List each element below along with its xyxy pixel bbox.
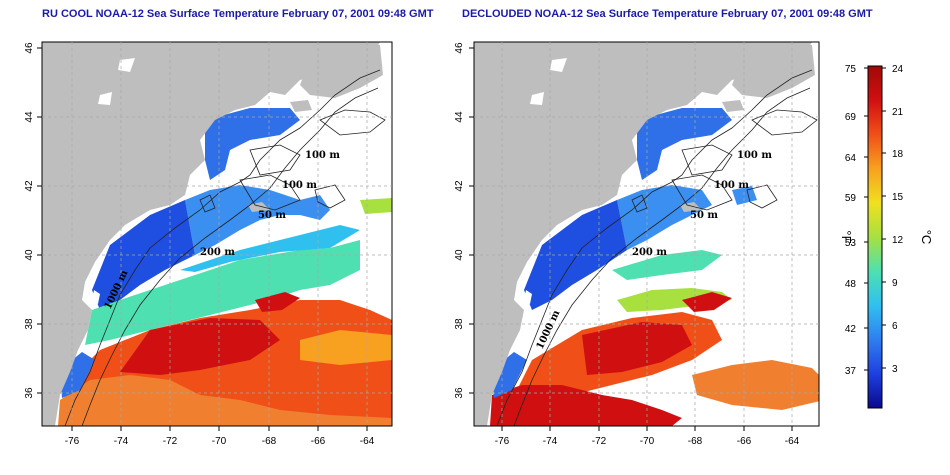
colorbar-celsius-tick: 6	[892, 321, 898, 332]
right-lat-tick: 38	[454, 318, 465, 330]
left-map: 100 m 100 m 50 m 200 m 1000 m -76 -74 -7…	[24, 41, 393, 447]
right-map: 100 m 100 m 50 m 200 m 1000 m -76 -74 -7…	[454, 41, 820, 447]
left-lon-tick: -66	[311, 436, 326, 447]
left-lat-tick: 44	[24, 111, 35, 123]
left-lon-axis	[71, 426, 368, 431]
colorbar-fahrenheit-tick: 53	[845, 238, 857, 249]
left-lat-tick: 46	[24, 42, 35, 54]
colorbar-celsius-tick: 24	[892, 64, 904, 75]
right-lon-tick: -70	[640, 436, 655, 447]
right-lat-tick: 40	[454, 249, 465, 261]
left-contour-label: 50 m	[258, 210, 286, 221]
right-lon-tick: -72	[592, 436, 607, 447]
left-lon-tick: -64	[360, 436, 375, 447]
left-lon-tick: -74	[114, 436, 129, 447]
left-contour-label: 100 m	[282, 180, 317, 191]
colorbar-fahrenheit-tick: 69	[845, 112, 857, 123]
colorbar-celsius-tick: 15	[892, 192, 904, 203]
colorbar-celsius-tick: 9	[892, 278, 898, 289]
right-map-title: DECLOUDED NOAA-12 Sea Surface Temperatur…	[462, 8, 873, 20]
right-lon-tick: -64	[785, 436, 800, 447]
colorbar-fahrenheit-unit: °F	[839, 230, 854, 243]
left-lon-tick: -68	[262, 436, 277, 447]
left-lon-tick: -70	[212, 436, 227, 447]
right-lon-axis	[501, 426, 793, 431]
left-lat-tick: 40	[24, 249, 35, 261]
left-contour-label: 200 m	[200, 247, 235, 258]
left-lat-axis	[37, 47, 42, 394]
right-contour-label: 100 m	[737, 150, 772, 161]
right-lon-tick: -66	[737, 436, 752, 447]
colorbar-fahrenheit-tick: 37	[845, 366, 857, 377]
right-map-gridlines	[474, 42, 819, 426]
right-lat-tick: 46	[454, 42, 465, 54]
left-lon-tick: -76	[65, 436, 80, 447]
left-contour-label: 100 m	[305, 150, 340, 161]
right-lat-tick: 36	[454, 387, 465, 399]
left-lat-tick: 42	[24, 180, 35, 192]
left-lat-tick: 36	[24, 387, 35, 399]
colorbar-fahrenheit-tick: 75	[845, 64, 857, 75]
right-contour-label: 50 m	[690, 210, 718, 221]
colorbar-fahrenheit-tick: 59	[845, 193, 857, 204]
colorbar-fahrenheit-tick: 42	[845, 324, 857, 335]
left-lon-tick: -72	[163, 436, 178, 447]
colorbar-celsius-tick: 18	[892, 149, 904, 160]
colorbar-celsius-tick: 3	[892, 364, 898, 375]
colorbar: 75 69 64 59 53 48 42 37 24 21 18 15 12 9…	[839, 64, 934, 409]
colorbar-fahrenheit-tick: 64	[845, 153, 857, 164]
right-contour-label: 200 m	[632, 247, 667, 258]
right-lon-tick: -76	[495, 436, 510, 447]
right-lat-tick: 44	[454, 111, 465, 123]
left-map-gridlines	[42, 42, 392, 426]
colorbar-fahrenheit-tick: 48	[845, 279, 857, 290]
left-lat-tick: 38	[24, 318, 35, 330]
right-lat-axis	[469, 47, 474, 394]
colorbar-celsius-tick: 12	[892, 235, 904, 246]
right-lon-tick: -68	[688, 436, 703, 447]
right-contour-label: 100 m	[714, 180, 749, 191]
right-lat-tick: 42	[454, 180, 465, 192]
right-lon-tick: -74	[543, 436, 558, 447]
left-map-title: RU COOL NOAA-12 Sea Surface Temperature …	[42, 8, 434, 20]
colorbar-celsius-unit: °C	[919, 230, 934, 245]
colorbar-celsius-tick: 21	[892, 107, 904, 118]
